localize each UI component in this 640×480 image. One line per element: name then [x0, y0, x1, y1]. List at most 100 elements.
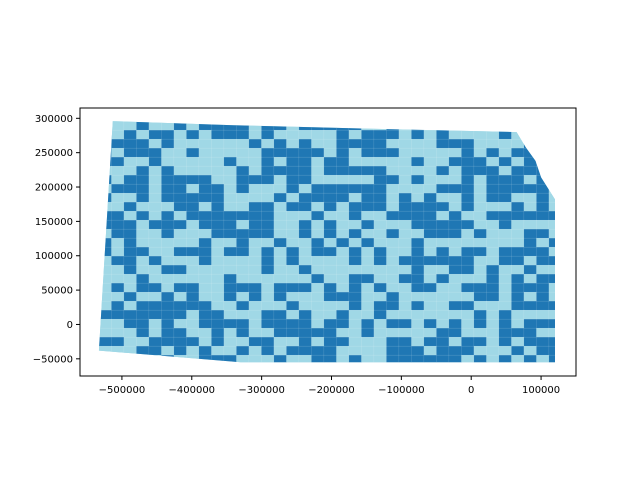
county-cell: [348, 273, 362, 284]
county-cell: [523, 309, 537, 320]
county-cell: [98, 237, 112, 248]
county-cell: [298, 192, 312, 203]
county-cell: [173, 192, 187, 203]
county-cell: [486, 201, 500, 212]
county-cell: [498, 147, 512, 158]
county-cell: [261, 138, 275, 149]
county-cell: [298, 156, 312, 167]
county-cell: [173, 282, 187, 293]
county-cell: [398, 228, 412, 239]
county-cell: [411, 336, 425, 347]
county-cell: [423, 165, 437, 176]
county-cell: [411, 219, 425, 230]
county-cell: [348, 156, 362, 167]
county-cell: [98, 336, 112, 347]
county-cell: [286, 318, 300, 329]
county-cell: [186, 156, 200, 167]
county-cell: [498, 282, 512, 293]
county-cell: [198, 246, 212, 257]
county-cell: [348, 291, 362, 302]
county-cell: [198, 309, 212, 320]
county-cell: [98, 156, 112, 167]
county-cell: [461, 219, 475, 230]
county-cell: [523, 273, 537, 284]
county-cell: [373, 219, 387, 230]
county-cell: [398, 121, 412, 131]
county-cell: [198, 264, 212, 275]
county-cell: [411, 201, 425, 212]
county-cell: [173, 255, 187, 266]
county-cell: [198, 354, 212, 363]
county-cell: [111, 210, 125, 221]
county-cell: [461, 183, 475, 194]
county-cell: [448, 138, 462, 149]
county-cell: [548, 201, 556, 212]
county-cell: [473, 309, 487, 320]
county-cell: [298, 121, 312, 131]
county-cell: [161, 282, 175, 293]
county-cell: [173, 201, 187, 212]
county-cell: [148, 309, 162, 320]
x-tick-label: −400000: [168, 385, 215, 396]
county-cell: [136, 282, 150, 293]
county-cell: [148, 165, 162, 176]
county-cell: [123, 354, 137, 363]
county-cell: [361, 282, 375, 293]
county-cell: [261, 174, 275, 185]
county-cell: [223, 156, 237, 167]
county-cell: [111, 309, 125, 320]
county-cell: [498, 246, 512, 257]
county-cell: [98, 255, 112, 266]
county-cell: [486, 129, 500, 140]
county-cell: [311, 264, 325, 275]
county-cell: [211, 174, 225, 185]
county-cell: [311, 255, 325, 266]
county-cell: [548, 129, 556, 140]
county-cell: [336, 129, 350, 140]
county-cell: [198, 183, 212, 194]
county-cell: [198, 201, 212, 212]
county-cell: [273, 354, 287, 363]
county-cell: [436, 345, 450, 356]
county-cell: [111, 228, 125, 239]
county-cell: [361, 327, 375, 338]
county-cell: [448, 264, 462, 275]
county-cell: [111, 336, 125, 347]
county-cell: [123, 156, 137, 167]
county-cell: [161, 201, 175, 212]
county-cell: [411, 129, 425, 140]
county-cell: [186, 121, 200, 131]
county-cell: [473, 183, 487, 194]
county-cell: [211, 309, 225, 320]
county-cell: [486, 147, 500, 158]
county-cell: [536, 219, 550, 230]
county-cell: [286, 327, 300, 338]
county-cell: [198, 192, 212, 203]
county-cell: [186, 210, 200, 221]
county-cell: [286, 201, 300, 212]
county-cell: [523, 300, 537, 311]
y-tick-label: 250000: [35, 148, 73, 159]
county-cell: [448, 129, 462, 140]
county-cell: [261, 228, 275, 239]
county-cell: [523, 219, 537, 230]
county-cell: [236, 219, 250, 230]
county-cell: [461, 291, 475, 302]
county-cell: [248, 174, 262, 185]
county-cell: [436, 264, 450, 275]
county-cell: [111, 138, 125, 149]
county-cell: [211, 318, 225, 329]
county-cell: [498, 336, 512, 347]
county-cell: [136, 327, 150, 338]
county-cell: [348, 121, 362, 131]
county-cell: [161, 345, 175, 356]
county-cell: [236, 327, 250, 338]
county-cell: [486, 273, 500, 284]
county-cell: [211, 165, 225, 176]
county-cell: [323, 165, 337, 176]
county-cell: [248, 354, 262, 363]
county-cell: [148, 318, 162, 329]
county-cell: [311, 156, 325, 167]
county-cell: [136, 210, 150, 221]
county-cell: [348, 129, 362, 140]
